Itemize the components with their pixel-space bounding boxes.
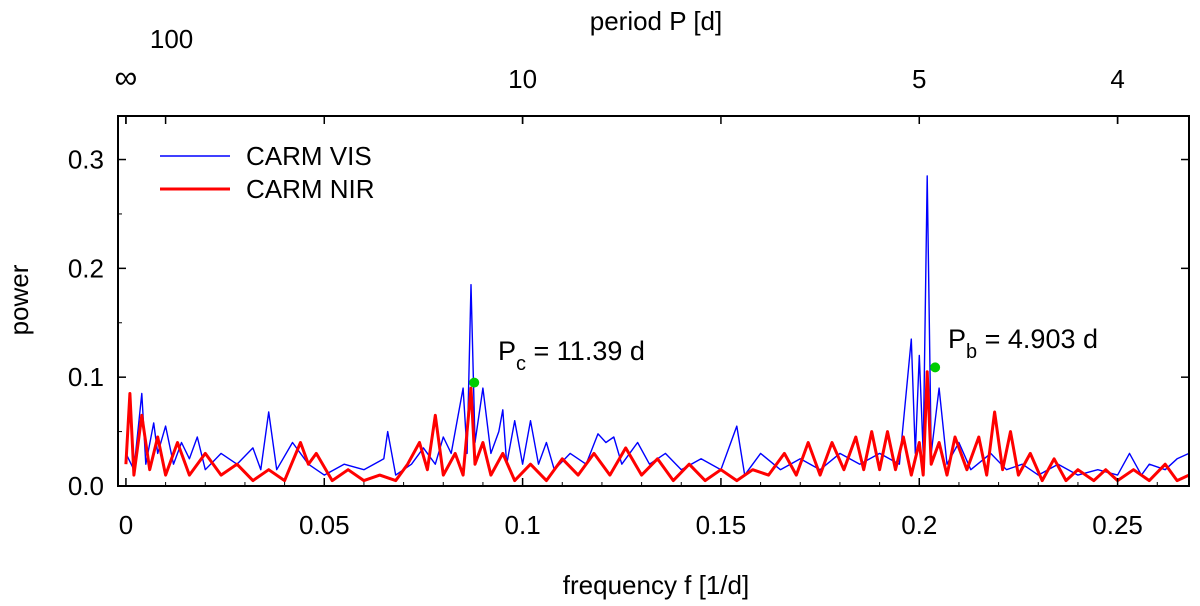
x-tick-label: 0.15 <box>696 510 747 540</box>
x-tick-label: 0 <box>119 510 133 540</box>
top-tick-label: 4 <box>1110 64 1124 94</box>
top-tick-label: ∞ <box>115 59 138 95</box>
axes: 0 0.05 0.1 0.15 0.2 0.25 0.0 0.1 0.2 0.3 ∞ 100 10 5 4 <box>68 24 1190 540</box>
axis-labels: frequency f [1/d] power period P [d] <box>4 6 749 600</box>
plot-area <box>124 175 1189 483</box>
y-tick-label: 0.3 <box>68 145 104 175</box>
annotation-value: = 4.903 d <box>977 324 1098 354</box>
y-tick-label: 0.0 <box>68 471 104 501</box>
annotation-main: P <box>948 324 966 354</box>
annotation-main: P <box>498 336 516 366</box>
top-tick-label: 10 <box>508 64 537 94</box>
x-tick-label: 0.05 <box>299 510 350 540</box>
annotation-sub: b <box>966 341 977 363</box>
legend-label: CARM NIR <box>246 174 375 204</box>
peak-marker-c <box>469 377 480 388</box>
peak-annotation-c: Pc = 11.39 d <box>498 336 645 375</box>
x-axis-label: frequency f [1/d] <box>563 570 749 600</box>
legend-label: CARM VIS <box>246 141 372 171</box>
x-tick-label: 0.1 <box>505 510 541 540</box>
peak-marker-b <box>930 362 941 373</box>
plot-frame <box>117 115 1190 487</box>
x-tick-label: 0.25 <box>1092 510 1143 540</box>
series-line-carm-nir <box>124 370 1189 483</box>
annotation-sub: c <box>516 353 526 375</box>
x-tick-label: 0.2 <box>901 510 937 540</box>
top-tick-label: 100 <box>150 24 193 54</box>
y-tick-label: 0.1 <box>68 362 104 392</box>
annotation-value: = 11.39 d <box>526 336 645 366</box>
annotations: Pc = 11.39 d Pb = 4.903 d <box>498 324 1098 375</box>
y-axis-label: power <box>4 264 34 335</box>
y-tick-label: 0.2 <box>68 253 104 283</box>
top-tick-label: 5 <box>912 64 926 94</box>
top-axis-label: period P [d] <box>590 6 723 36</box>
peak-annotation-b: Pb = 4.903 d <box>948 324 1098 363</box>
